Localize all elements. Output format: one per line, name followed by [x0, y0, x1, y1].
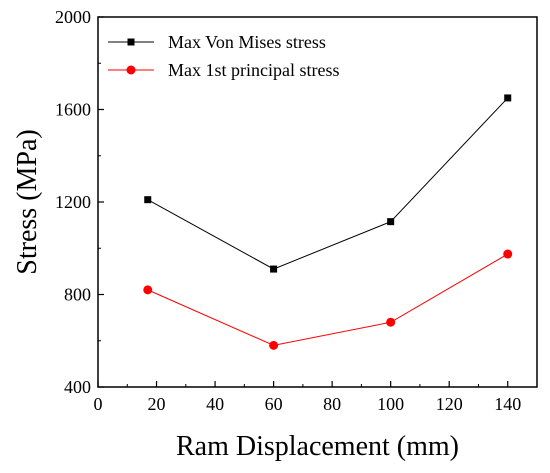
legend-label: Max Von Mises stress — [168, 32, 326, 52]
legend-item: Max 1st principal stress — [108, 60, 339, 80]
series-layer — [143, 94, 513, 350]
series-line — [147, 253, 508, 346]
data-point-square — [144, 196, 152, 204]
legend: Max Von Mises stress Max 1st principal st… — [108, 32, 339, 80]
x-tick-label: 120 — [436, 394, 463, 414]
y-axis-title: Stress (MPa) — [12, 129, 43, 274]
x-axis-title: Ram Displacement (mm) — [176, 431, 459, 462]
x-tick-label: 80 — [323, 394, 341, 414]
x-tick-label: 40 — [206, 394, 224, 414]
data-point-square — [270, 265, 278, 273]
data-point-circle — [143, 285, 153, 295]
series-line — [147, 97, 509, 270]
legend-item: Max Von Mises stress — [108, 32, 326, 52]
data-point-circle — [386, 317, 396, 327]
axis-ticks: 0 20 40 60 80 100 120 140 400 800 1200 1600 2000 — [55, 7, 521, 414]
legend-marker-circle — [126, 65, 136, 75]
y-tick-label: 1600 — [55, 100, 91, 120]
x-tick-label: 140 — [494, 394, 521, 414]
x-tick-label: 100 — [377, 394, 404, 414]
y-tick-label: 400 — [64, 377, 91, 397]
data-point-square — [504, 94, 512, 102]
y-tick-label: 800 — [64, 285, 91, 305]
y-tick-label: 1200 — [55, 192, 91, 212]
legend-marker-square — [127, 38, 135, 46]
series-1 — [144, 94, 512, 273]
legend-label: Max 1st principal stress — [168, 60, 339, 80]
series-2 — [143, 249, 513, 350]
data-point-square — [387, 218, 395, 226]
x-tick-label: 20 — [148, 394, 166, 414]
data-point-circle — [269, 340, 279, 350]
x-tick-label: 0 — [94, 394, 103, 414]
x-tick-label: 60 — [265, 394, 283, 414]
data-point-circle — [503, 249, 513, 259]
y-tick-label: 2000 — [55, 7, 91, 27]
